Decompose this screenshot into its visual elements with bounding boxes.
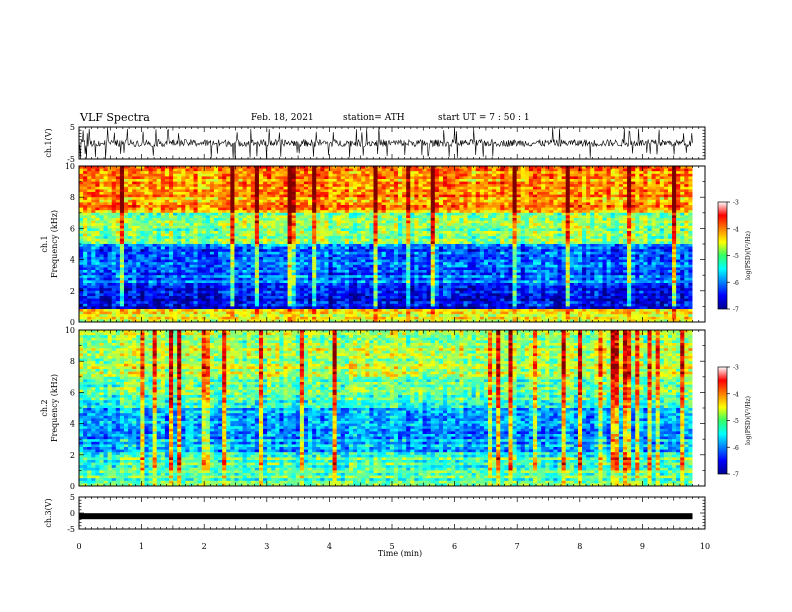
- colorbar-label: log(PSD)(V²/Hz): [745, 231, 752, 280]
- colorbar-tick-label: -7: [733, 307, 739, 314]
- y-tick-label: 2: [70, 287, 75, 296]
- x-tick-label: 9: [640, 542, 645, 551]
- colorbar-tick-label: -6: [733, 280, 739, 287]
- start-time-label: start UT = 7 : 50 : 1: [438, 113, 530, 123]
- colorbar-tick-label: -5: [733, 253, 739, 260]
- colorbar-tick-label: -3: [733, 200, 739, 207]
- x-tick-label: 2: [202, 542, 207, 551]
- colorbar-tick-label: -4: [733, 391, 739, 398]
- colorbar: [717, 201, 728, 310]
- station-label: station= ATH: [343, 113, 405, 123]
- y-tick-label: -5: [67, 155, 75, 164]
- y-tick-label: 6: [70, 388, 75, 397]
- y-tick-label: 4: [70, 256, 75, 265]
- colorbar-tick-label: -7: [733, 472, 739, 479]
- y-tick-label: 10: [65, 326, 75, 335]
- colorbar: [717, 366, 728, 475]
- colorbar-label: log(PSD)(V²/Hz): [745, 396, 752, 445]
- x-tick-label: 6: [452, 542, 457, 551]
- y-tick-label: 8: [70, 193, 75, 202]
- ch1-waveform-trace: [79, 127, 693, 159]
- x-axis-label: Time (min): [378, 549, 422, 558]
- y-tick-label: -5: [67, 525, 75, 534]
- x-tick-label: 10: [700, 542, 710, 551]
- y-tick-label: 0: [70, 509, 75, 518]
- x-tick-label: 1: [139, 542, 144, 551]
- x-tick-label: 8: [577, 542, 582, 551]
- y-tick-label: 5: [70, 493, 75, 502]
- ch3-waveform-trace: [79, 513, 693, 520]
- y-tick-label: 5: [70, 123, 75, 132]
- y-tick-label: 8: [70, 357, 75, 366]
- x-tick-label: 5: [389, 542, 394, 551]
- ch1-spectrogram-image: [79, 166, 705, 323]
- y-axis-label: ch.3(V): [44, 498, 53, 527]
- x-tick-label: 0: [76, 542, 81, 551]
- ch2-spectrogram-image: [79, 330, 705, 487]
- y-axis-label: Frequency (kHz): [50, 210, 59, 278]
- y-tick-label: 2: [70, 451, 75, 460]
- y-axis-label: ch.1: [40, 235, 49, 252]
- y-axis-label: Frequency (kHz): [50, 374, 59, 442]
- plot-title: VLF Spectra: [80, 111, 150, 124]
- y-tick-label: 6: [70, 224, 75, 233]
- y-axis-label: ch.1(V): [44, 128, 53, 157]
- x-tick-label: 4: [327, 542, 332, 551]
- y-tick-label: 4: [70, 420, 75, 429]
- x-tick-label: 3: [264, 542, 269, 551]
- y-axis-label: ch.2: [40, 399, 49, 416]
- colorbar-tick-label: -4: [733, 226, 739, 233]
- y-tick-label: 0: [70, 318, 75, 327]
- colorbar-tick-label: -5: [733, 418, 739, 425]
- y-tick-label: 0: [70, 482, 75, 491]
- colorbar-tick-label: -6: [733, 445, 739, 452]
- y-tick-label: 10: [65, 162, 75, 171]
- colorbar-tick-label: -3: [733, 365, 739, 372]
- date-label: Feb. 18, 2021: [251, 113, 314, 123]
- x-tick-label: 7: [515, 542, 520, 551]
